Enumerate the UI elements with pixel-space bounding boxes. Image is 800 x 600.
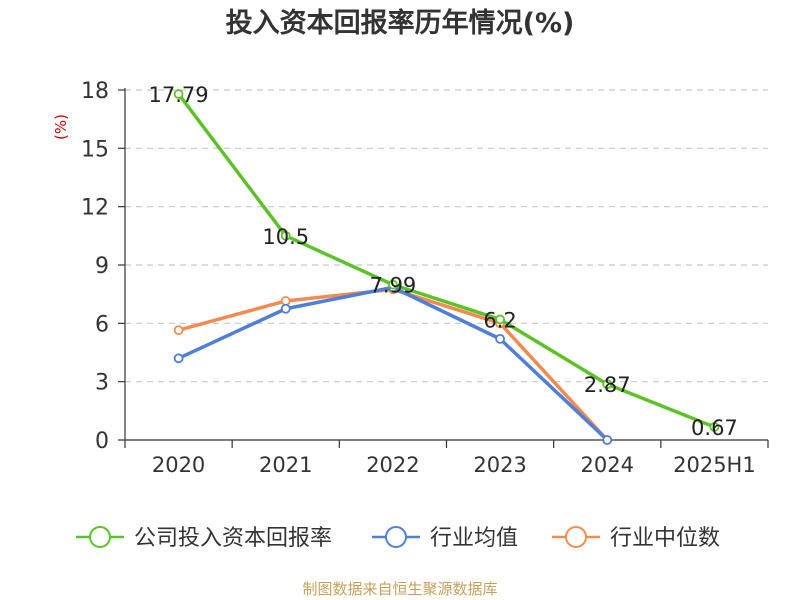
source-note: 制图数据来自恒生聚源数据库 (302, 580, 497, 598)
grid-lines (125, 89, 768, 383)
data-label: 10.5 (262, 225, 309, 249)
legend-label: 行业均值 (430, 526, 518, 551)
y-tick-label: 9 (95, 254, 109, 279)
legend-marker-icon (89, 526, 111, 548)
data-label: 2.87 (584, 373, 631, 397)
legend: 公司投入资本回报率 行业均值 行业中位数 (76, 526, 720, 551)
series-line (176, 92, 717, 429)
data-label: 17.79 (149, 83, 209, 107)
y-tick-label: 12 (81, 196, 109, 221)
legend-marker-icon (385, 526, 407, 548)
y-tick-label: 15 (81, 137, 109, 162)
x-tick-label: 2024 (581, 453, 634, 477)
y-axis-unit: (%) (52, 114, 70, 140)
x-axis: 2020 2021 2022 2023 2024 2025H1 (124, 439, 769, 477)
y-tick-label: 0 (95, 429, 109, 454)
data-label: 7.99 (370, 274, 417, 298)
data-labels: 17.79 10.5 7.99 6.2 2.87 0.67 (149, 83, 738, 440)
legend-item-0: 公司投入资本回报率 (76, 526, 332, 551)
data-point (173, 325, 184, 336)
legend-item-1: 行业均值 (372, 526, 518, 551)
series-layer (173, 89, 720, 445)
series-line (176, 287, 609, 442)
x-tick-label: 2021 (259, 453, 312, 477)
series-0 (173, 89, 720, 432)
data-point (495, 314, 505, 325)
data-point (280, 303, 291, 314)
x-tick-label: 2025H1 (673, 453, 756, 477)
data-label: 6.2 (483, 308, 516, 332)
data-point (388, 279, 398, 290)
series-2 (173, 284, 613, 445)
y-tick-label: 3 (95, 371, 109, 396)
legend-marker-icon (565, 526, 587, 548)
data-point (495, 333, 505, 344)
data-point (709, 422, 720, 432)
data-label: 0.67 (691, 416, 738, 440)
data-point (602, 379, 613, 390)
data-point (602, 435, 613, 445)
data-point (280, 230, 291, 241)
data-point (173, 353, 184, 364)
y-axis: 0 3 6 9 12 15 18 (81, 79, 126, 454)
chart-title: 投入资本回报率历年情况(%) (226, 7, 575, 39)
legend-label: 公司投入资本回报率 (134, 526, 332, 551)
series-1 (173, 282, 613, 445)
y-tick-label: 6 (95, 312, 109, 337)
data-point (280, 296, 291, 306)
y-tick-label: 18 (81, 79, 109, 104)
legend-label: 行业中位数 (610, 526, 720, 551)
x-tick-label: 2022 (366, 453, 419, 477)
data-point (173, 89, 184, 99)
legend-item-2: 行业中位数 (552, 526, 720, 551)
series-line (176, 285, 609, 442)
x-tick-label: 2020 (152, 453, 205, 477)
x-tick-label: 2023 (473, 453, 526, 477)
